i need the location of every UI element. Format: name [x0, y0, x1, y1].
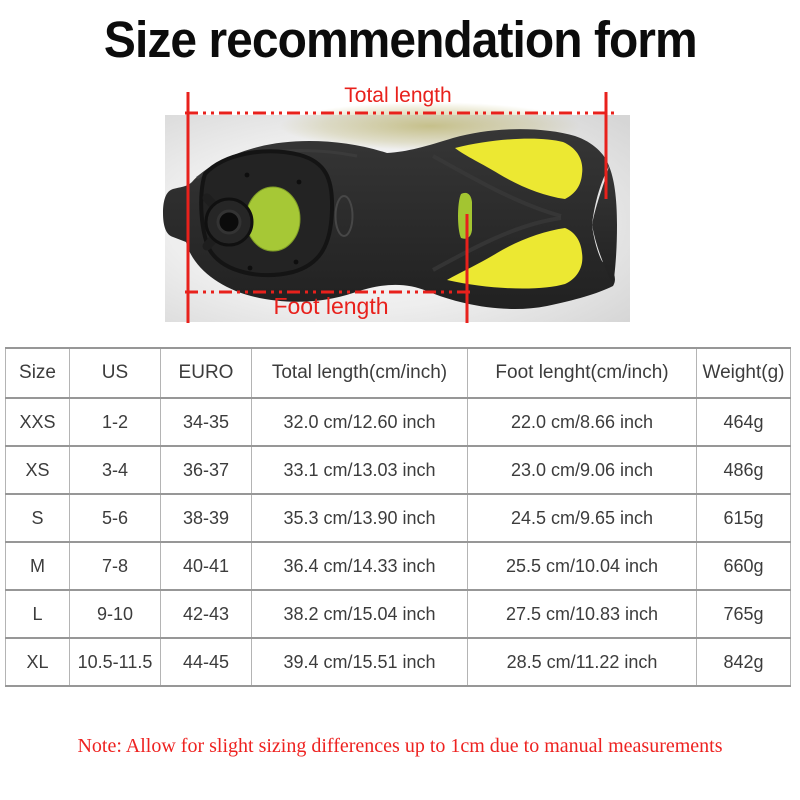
pocket-dot [293, 259, 299, 265]
buckle-hole [216, 209, 242, 235]
table-cell: 38.2 cm/15.04 inch [251, 589, 468, 639]
size-cell: L [5, 589, 70, 639]
table-cell: 22.0 cm/8.66 inch [467, 397, 697, 447]
table-row: M 7-8 40-41 36.4 cm/14.33 inch 25.5 cm/10.04… [5, 541, 791, 591]
size-cell: XXS [5, 397, 70, 447]
pocket-dot [296, 179, 302, 185]
fin-photo [163, 92, 630, 323]
brand-stamp [334, 195, 354, 237]
pocket-dot [244, 172, 250, 178]
table-cell: 28.5 cm/11.22 inch [467, 637, 697, 687]
table-cell: 3-4 [69, 445, 161, 495]
blade-insert-bottom [447, 228, 583, 289]
table-cell: 10.5-11.5 [69, 637, 161, 687]
pocket-dot [247, 265, 253, 271]
table-cell: 35.3 cm/13.90 inch [251, 493, 468, 543]
note-text: Note: Allow for slight sizing difference… [77, 735, 723, 757]
blade-insert-top [455, 138, 583, 199]
table-row: XXS 1-2 34-35 32.0 cm/12.60 inch 22.0 cm/8.6… [5, 397, 791, 447]
table-cell: 486g [696, 445, 791, 495]
table-cell: 27.5 cm/10.83 inch [467, 589, 697, 639]
column-header-1: US [69, 347, 161, 399]
column-header-2: EURO [160, 347, 252, 399]
table-cell: 23.0 cm/9.06 inch [467, 445, 697, 495]
table-cell: 765g [696, 589, 791, 639]
table-cell: 5-6 [69, 493, 161, 543]
table-row: XL 10.5-11.5 44-45 39.4 cm/15.51 inch 28.5 c… [5, 637, 791, 687]
column-header-4: Foot lenght(cm/inch) [467, 347, 697, 399]
table-cell: 40-41 [160, 541, 252, 591]
table-row: S 5-6 38-39 35.3 cm/13.90 inch 24.5 cm/9.65 … [5, 493, 791, 543]
table-cell: 25.5 cm/10.04 inch [467, 541, 697, 591]
table-cell: 7-8 [69, 541, 161, 591]
size-table-body: XXS 1-2 34-35 32.0 cm/12.60 inch 22.0 cm/8.6… [5, 397, 791, 687]
insole-teardrop [245, 186, 301, 252]
table-cell: 36.4 cm/14.33 inch [251, 541, 468, 591]
page-title-text: Size recommendation form [103, 11, 698, 68]
table-cell: 36-37 [160, 445, 252, 495]
size-table-header-row: Size US EURO Total length(cm/inch) Foot leng… [5, 347, 791, 399]
table-cell: 24.5 cm/9.65 inch [467, 493, 697, 543]
column-header-0: Size [5, 347, 70, 399]
blade-rib-bottom [432, 216, 562, 272]
fin-diagram: Total length Foot length [95, 82, 715, 342]
fin-tip-notch [592, 166, 617, 286]
table-cell: 615g [696, 493, 791, 543]
total-length-label: Total length [344, 84, 452, 107]
blade-rib-top [432, 154, 562, 218]
page-title: Size recommendation form [0, 10, 800, 69]
table-cell: 34-35 [160, 397, 252, 447]
size-cell: M [5, 541, 70, 591]
table-cell: 44-45 [160, 637, 252, 687]
size-cell: S [5, 493, 70, 543]
column-header-5: Weight(g) [696, 347, 791, 399]
table-cell: 38-39 [160, 493, 252, 543]
table-cell: 9-10 [69, 589, 161, 639]
table-row: L 9-10 42-43 38.2 cm/15.04 inch 27.5 cm/10.8… [5, 589, 791, 639]
table-cell: 33.1 cm/13.03 inch [251, 445, 468, 495]
table-cell: 42-43 [160, 589, 252, 639]
insole-toe-stripe [458, 192, 472, 239]
size-table: Size US EURO Total length(cm/inch) Foot leng… [5, 347, 791, 687]
table-cell: 1-2 [69, 397, 161, 447]
size-cell: XS [5, 445, 70, 495]
table-cell: 842g [696, 637, 791, 687]
table-row: XS 3-4 36-37 33.1 cm/13.03 inch 23.0 cm/9.06… [5, 445, 791, 495]
foot-length-label: Foot length [273, 293, 389, 319]
table-cell: 32.0 cm/12.60 inch [251, 397, 468, 447]
column-header-3: Total length(cm/inch) [251, 347, 468, 399]
table-cell: 39.4 cm/15.51 inch [251, 637, 468, 687]
size-cell: XL [5, 637, 70, 687]
table-cell: 464g [696, 397, 791, 447]
table-cell: 660g [696, 541, 791, 591]
